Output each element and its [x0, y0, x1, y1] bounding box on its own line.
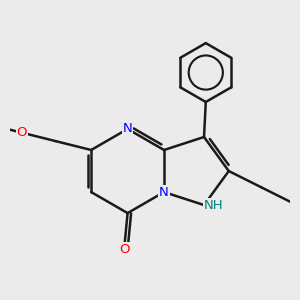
Text: NH: NH: [204, 199, 224, 212]
Text: N: N: [159, 186, 169, 199]
Text: O: O: [119, 243, 129, 256]
Text: N: N: [123, 122, 133, 136]
Text: O: O: [16, 126, 27, 139]
